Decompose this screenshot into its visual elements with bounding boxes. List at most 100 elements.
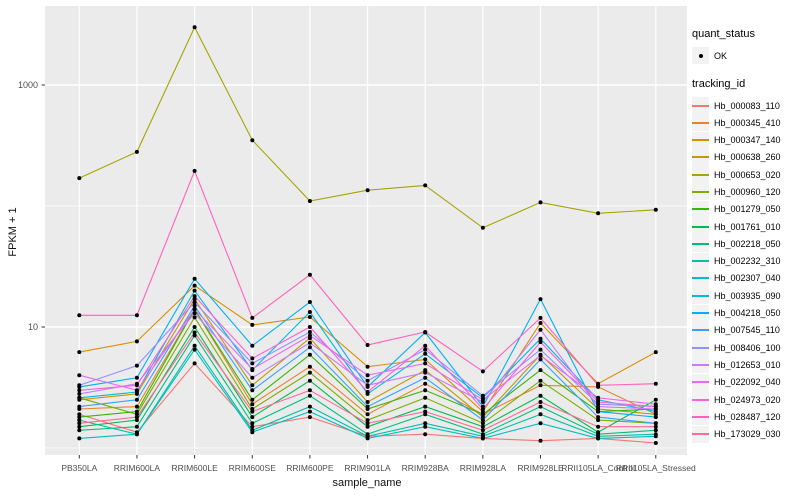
- data-point: [307, 404, 312, 409]
- x-tick-label-RRIM600LE: RRIM600LE: [171, 463, 218, 473]
- data-point: [653, 424, 658, 429]
- data-point: [365, 383, 370, 388]
- data-point: [77, 428, 82, 433]
- data-point: [307, 393, 312, 398]
- data-point: [365, 390, 370, 394]
- data-point: [307, 340, 312, 345]
- data-point: [538, 336, 543, 341]
- x-tick-label-RRIM928BA: RRIM928BA: [401, 463, 449, 473]
- data-point: [538, 400, 543, 404]
- data-point: [653, 350, 658, 355]
- data-point: [192, 276, 197, 281]
- data-point: [365, 436, 370, 441]
- legend-item-Hb_002218_050: Hb_002218_050: [692, 235, 800, 253]
- series-line-icon: [692, 277, 709, 280]
- x-tick-label-RRII105LA_Control: RRII105LA_Control: [561, 463, 635, 473]
- legend-item-label: Hb_000960_120: [714, 186, 781, 197]
- series-line-icon: [692, 294, 709, 297]
- data-point: [423, 351, 428, 356]
- series-line-icon: [692, 242, 709, 245]
- data-point: [77, 415, 82, 420]
- data-point: [653, 404, 658, 409]
- data-point: [538, 383, 543, 388]
- data-point: [192, 361, 197, 366]
- series-color-key: [692, 304, 709, 322]
- legend-item-ok-label: OK: [714, 50, 728, 61]
- legend-item-label: Hb_002218_050: [714, 238, 781, 249]
- data-point: [596, 400, 601, 404]
- legend-item-label: Hb_000347_140: [714, 135, 781, 146]
- data-point: [192, 330, 197, 335]
- legend-item-label: Hb_007545_110: [714, 325, 780, 336]
- data-point: [192, 325, 197, 329]
- legend-item-Hb_173029_030: Hb_173029_030: [692, 425, 800, 443]
- series-line-icon: [692, 173, 709, 176]
- legend-item-label: Hb_028487_120: [714, 411, 781, 422]
- data-point: [192, 347, 197, 352]
- data-point: [307, 330, 312, 334]
- series-line-icon: [692, 329, 709, 332]
- data-point: [192, 303, 197, 308]
- data-point: [538, 421, 543, 426]
- legend-item-label: Hb_001761_010: [714, 221, 781, 232]
- legend-item-Hb_000960_120: Hb_000960_120: [692, 183, 800, 201]
- data-point: [596, 424, 601, 429]
- data-point: [192, 311, 197, 316]
- legend-item-Hb_024973_020: Hb_024973_020: [692, 391, 800, 409]
- data-point: [538, 347, 543, 352]
- data-point: [653, 428, 658, 433]
- series-color-key: [692, 97, 709, 114]
- series-line-icon: [692, 208, 709, 211]
- legend-item-label: Hb_000083_110: [714, 100, 780, 111]
- data-point: [134, 388, 139, 393]
- data-point: [653, 421, 658, 426]
- data-point: [538, 438, 543, 443]
- data-point: [423, 381, 428, 386]
- data-point: [365, 373, 370, 378]
- data-point: [307, 388, 312, 393]
- data-point: [596, 383, 601, 388]
- data-point: [480, 424, 485, 429]
- legend-item-Hb_003935_090: Hb_003935_090: [692, 287, 800, 305]
- data-point: [192, 25, 197, 30]
- data-point: [480, 393, 485, 398]
- data-point: [596, 436, 601, 441]
- legend-item-Hb_008406_100: Hb_008406_100: [692, 339, 800, 357]
- series-color-key: [692, 339, 709, 357]
- data-point: [307, 352, 312, 357]
- data-point: [423, 183, 428, 188]
- legend-item-label: Hb_012653_010: [714, 359, 781, 370]
- legend-item-label: Hb_002232_310: [714, 256, 781, 267]
- series-color-key: [692, 408, 709, 426]
- legend-item-Hb_012653_010: Hb_012653_010: [692, 356, 800, 374]
- legend-item-label: Hb_003935_090: [714, 290, 781, 301]
- series-color-key: [692, 425, 709, 443]
- data-point: [134, 424, 139, 429]
- data-point: [134, 375, 139, 380]
- data-point: [307, 310, 312, 314]
- legend-item-Hb_001279_050: Hb_001279_050: [692, 200, 800, 218]
- data-point: [307, 325, 312, 329]
- legend-item-Hb_002232_310: Hb_002232_310: [692, 252, 800, 270]
- data-point: [134, 418, 139, 423]
- data-point: [77, 404, 82, 409]
- ok-point-key: [692, 47, 709, 64]
- series-color-key: [692, 183, 709, 201]
- series-line-icon: [692, 346, 709, 349]
- data-point: [250, 343, 255, 348]
- data-point: [423, 357, 428, 362]
- legend-item-label: Hb_004218_050: [714, 308, 781, 319]
- x-axis-title: sample_name: [332, 477, 402, 489]
- data-point: [538, 353, 543, 358]
- x-axis-tick-labels: PB350LA RRIM600LA RRIM600LE RRIM600SE RRIM60…: [0, 463, 800, 477]
- data-point: [423, 395, 428, 400]
- data-point: [596, 395, 601, 400]
- data-point: [250, 322, 255, 327]
- data-point: [77, 424, 82, 429]
- legend-item-label: Hb_000653_020: [714, 169, 781, 180]
- series-color-key: [692, 131, 709, 149]
- data-point: [365, 418, 370, 423]
- data-point: [365, 400, 370, 404]
- legend-item-Hb_000638_260: Hb_000638_260: [692, 148, 800, 166]
